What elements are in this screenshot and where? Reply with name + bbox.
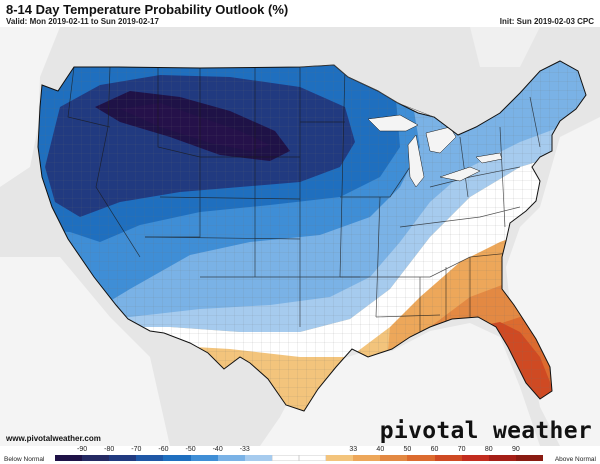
legend-swatch <box>163 455 191 461</box>
pacific-ocean <box>0 27 60 187</box>
page-title: 8-14 Day Temperature Probability Outlook… <box>6 2 289 17</box>
legend-swatch <box>434 455 462 461</box>
outlook-map <box>0 27 600 446</box>
gulf-of-mexico <box>260 323 540 446</box>
legend-swatch <box>55 455 83 461</box>
legend-bar <box>55 455 543 461</box>
legend-tick-label: 70 <box>457 446 466 453</box>
legend-tick-label: 90 <box>511 446 520 453</box>
legend-swatch <box>488 455 516 461</box>
legend-tick-label: -50 <box>185 446 196 453</box>
state-lines <box>67 66 541 357</box>
init-time: Init: Sun 2019-02-03 CPC <box>499 17 594 26</box>
legend-tick-label: -60 <box>158 446 169 453</box>
legend-tick-label: 80 <box>484 446 493 453</box>
legend-tick-label: 50 <box>403 446 412 453</box>
atlantic-ocean <box>506 117 600 446</box>
valid-period: Valid: Mon 2019-02-11 to Sun 2019-02-17 <box>6 17 159 26</box>
legend-above-label: Above Normal <box>554 456 596 463</box>
legend-swatch <box>407 455 435 461</box>
legend-tick-label: 40 <box>376 446 385 453</box>
legend-swatch <box>244 455 272 461</box>
legend-tick-label: -70 <box>131 446 142 453</box>
legend-swatch <box>326 455 354 461</box>
legend-tick-label: -33 <box>239 446 250 453</box>
legend-swatch <box>353 455 381 461</box>
legend-swatch <box>271 455 299 461</box>
legend-swatch <box>298 455 327 461</box>
color-legend: Below Normal -90 -80 -70 -60 -50 -40 -33 33 40 50… <box>0 446 600 464</box>
legend-tick-label: -40 <box>212 446 223 453</box>
legend-tick-label: 33 <box>349 446 358 453</box>
legend-tick-label: -90 <box>77 446 88 453</box>
legend-tick-label: -80 <box>104 446 115 453</box>
website-url: www.pivotalweather.com <box>6 434 101 443</box>
canada-border <box>299 64 435 118</box>
legend-swatch <box>461 455 489 461</box>
pacific-ocean-south <box>0 257 170 446</box>
legend-swatch <box>109 455 137 461</box>
us-border <box>37 60 587 412</box>
legend-swatch <box>515 455 543 461</box>
legend-swatch <box>190 455 218 461</box>
legend-swatch <box>136 455 164 461</box>
legend-swatch <box>380 455 408 461</box>
legend-tick-label: 60 <box>430 446 439 453</box>
legend-swatch <box>217 455 245 461</box>
great-lakes <box>367 114 503 188</box>
legend-swatch <box>82 455 110 461</box>
legend-below-label: Below Normal <box>4 456 45 463</box>
map-canvas <box>0 27 600 446</box>
brand-logo: pivotal weather <box>379 418 592 444</box>
hudson-bay <box>470 27 540 67</box>
